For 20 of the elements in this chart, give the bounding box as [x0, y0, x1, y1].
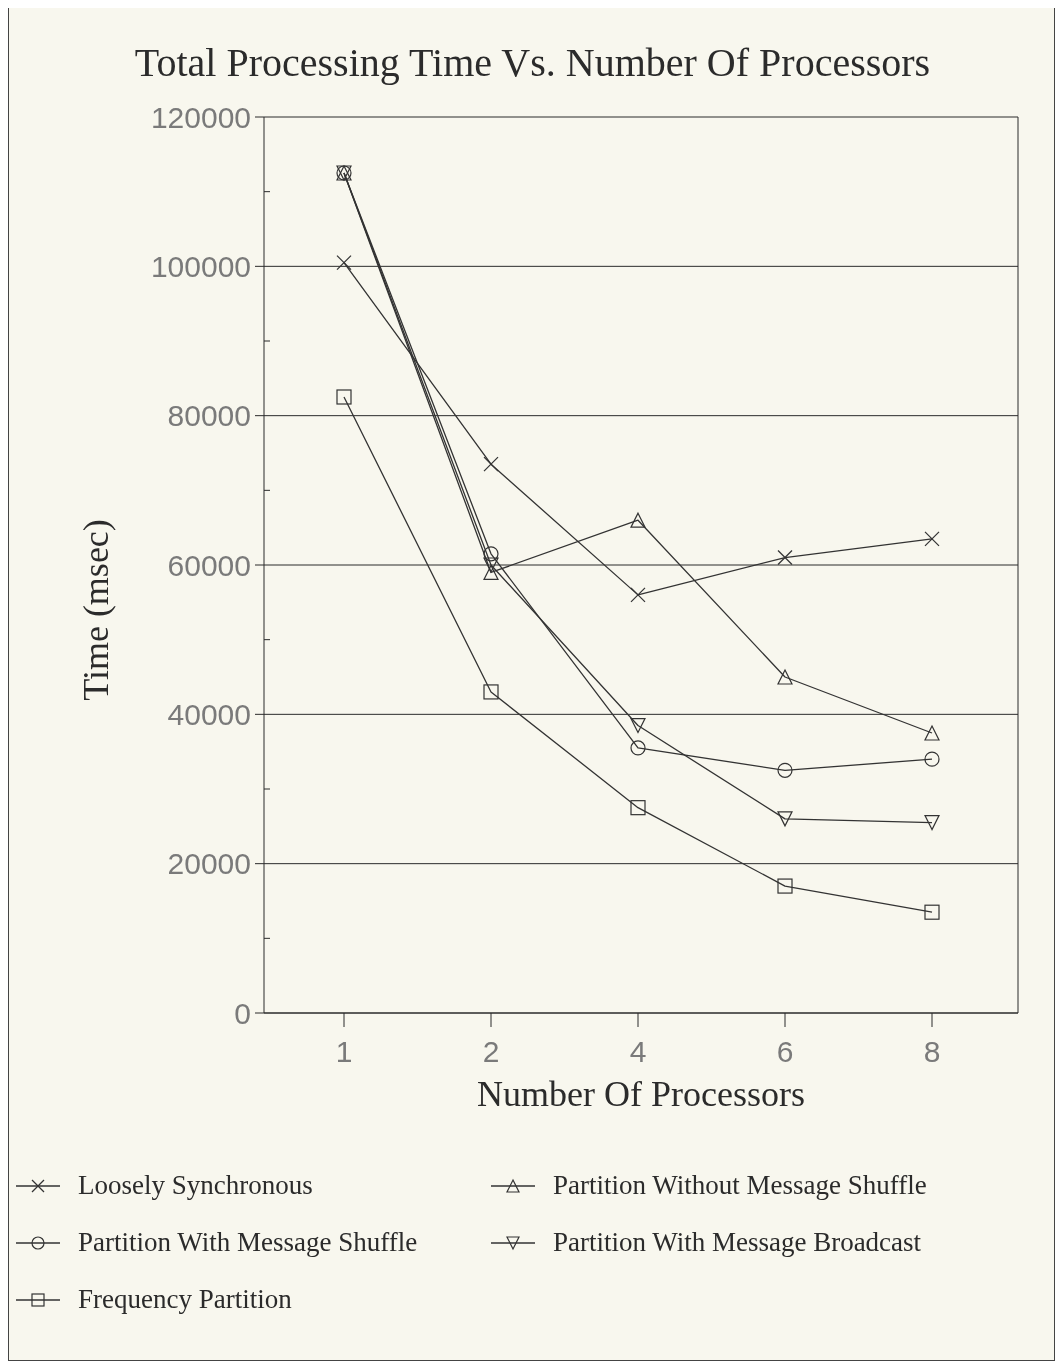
x-axis-title: Number Of Processors [477, 1074, 805, 1114]
x-tick-label: 6 [776, 1034, 794, 1068]
y-tick-label: 40000 [167, 697, 251, 731]
legend-label: Loosely Synchronous [78, 1170, 313, 1201]
legend-label: Partition With Message Shuffle [78, 1227, 418, 1258]
chart-title: Total Processing Time Vs. Number Of Processors [133, 40, 932, 86]
x-tick-label: 1 [335, 1034, 353, 1068]
legend-label: Frequency Partition [78, 1284, 292, 1315]
y-tick-label: 60000 [167, 548, 251, 582]
y-tick-label: 0 [234, 996, 251, 1030]
y-axis-title: Time (msec) [76, 519, 116, 701]
legend-label: Partition With Message Broadcast [553, 1227, 922, 1258]
legend-label: Partition Without Message Shuffle [553, 1170, 927, 1201]
x-tick-label: 8 [923, 1034, 941, 1068]
x-tick-label: 2 [482, 1034, 500, 1068]
x-tick-label: 4 [629, 1034, 647, 1068]
y-tick-label: 120000 [150, 100, 251, 134]
y-tick-label: 100000 [150, 249, 251, 283]
y-tick-label: 20000 [167, 847, 251, 881]
y-tick-label: 80000 [167, 399, 251, 433]
